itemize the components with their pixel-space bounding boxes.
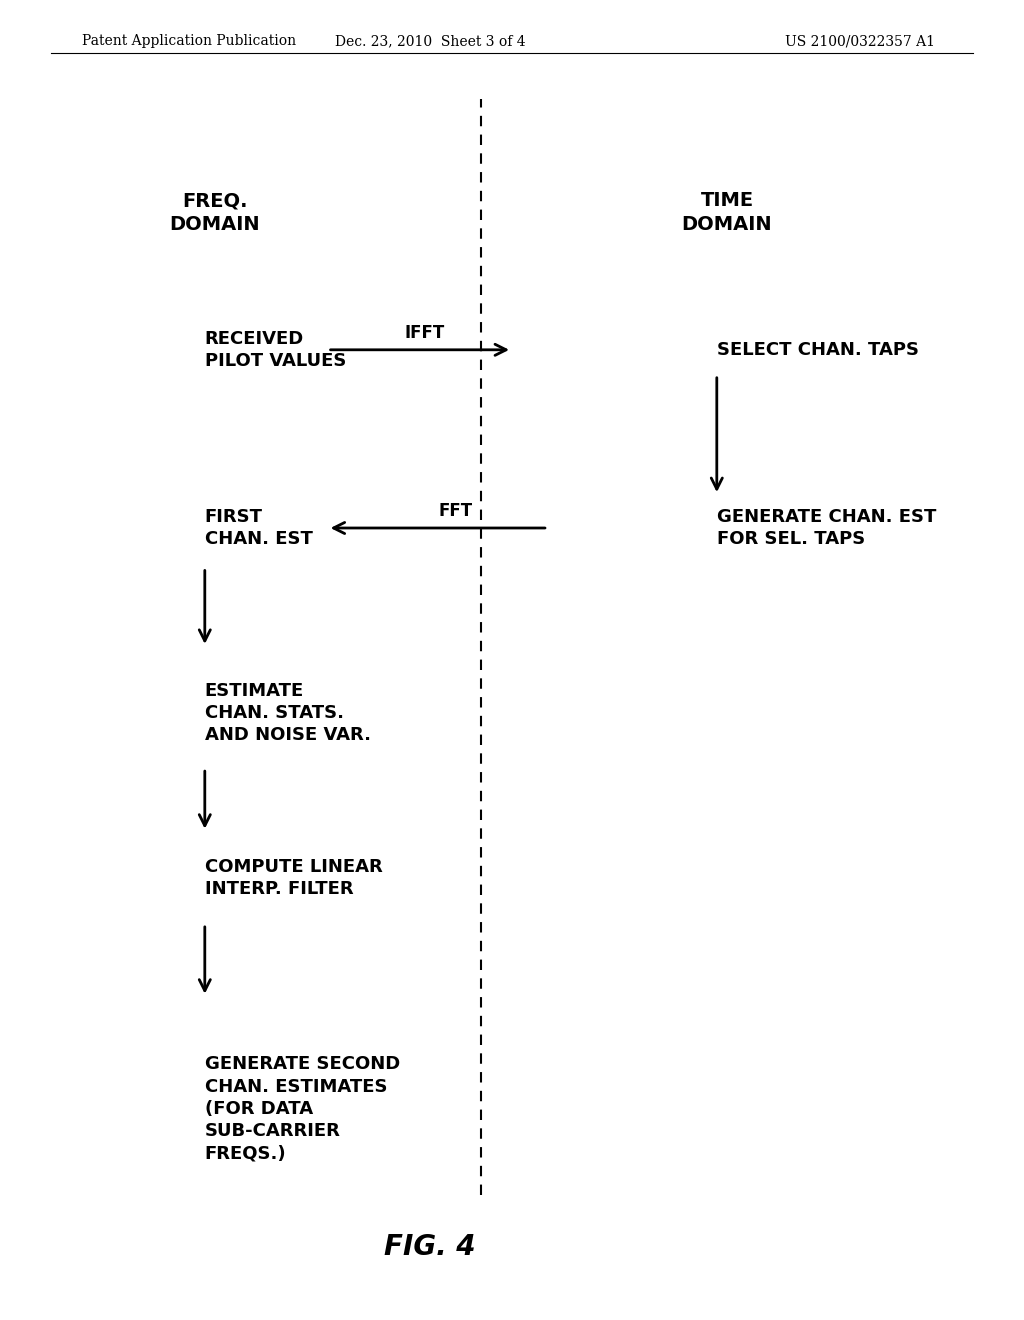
Text: GENERATE CHAN. EST
FOR SEL. TAPS: GENERATE CHAN. EST FOR SEL. TAPS: [717, 508, 936, 548]
Text: FIG. 4: FIG. 4: [384, 1233, 476, 1262]
Text: ESTIMATE
CHAN. STATS.
AND NOISE VAR.: ESTIMATE CHAN. STATS. AND NOISE VAR.: [205, 681, 371, 744]
Text: RECEIVED
PILOT VALUES: RECEIVED PILOT VALUES: [205, 330, 346, 370]
Text: GENERATE SECOND
CHAN. ESTIMATES
(FOR DATA
SUB-CARRIER
FREQS.): GENERATE SECOND CHAN. ESTIMATES (FOR DAT…: [205, 1056, 400, 1162]
Text: IFFT: IFFT: [404, 323, 445, 342]
Text: SELECT CHAN. TAPS: SELECT CHAN. TAPS: [717, 341, 919, 359]
Text: TIME
DOMAIN: TIME DOMAIN: [682, 191, 772, 234]
Text: Dec. 23, 2010  Sheet 3 of 4: Dec. 23, 2010 Sheet 3 of 4: [335, 34, 525, 49]
Text: US 2100/0322357 A1: US 2100/0322357 A1: [785, 34, 935, 49]
Text: FFT: FFT: [438, 502, 473, 520]
Text: COMPUTE LINEAR
INTERP. FILTER: COMPUTE LINEAR INTERP. FILTER: [205, 858, 383, 898]
Text: Patent Application Publication: Patent Application Publication: [82, 34, 296, 49]
Text: FREQ.
DOMAIN: FREQ. DOMAIN: [170, 191, 260, 234]
Text: FIRST
CHAN. EST: FIRST CHAN. EST: [205, 508, 312, 548]
